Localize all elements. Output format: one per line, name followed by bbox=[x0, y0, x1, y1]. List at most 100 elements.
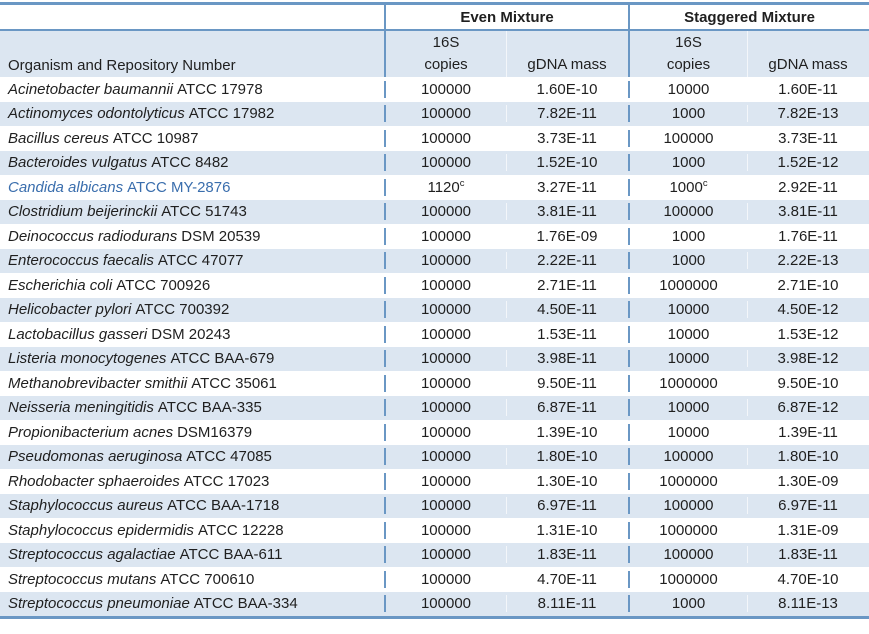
even-gdna-mass-value: 1.60E-10 bbox=[536, 80, 598, 98]
even-gdna-mass-value: 7.82E-11 bbox=[537, 105, 597, 123]
even-gdna-mass-cell: 2.71E-11 bbox=[506, 277, 628, 294]
table-row: Helicobacter pylori ATCC 700392 100000 4.… bbox=[0, 297, 869, 322]
even-gdna-mass-value: 9.50E-11 bbox=[537, 374, 597, 392]
staggered-gdna-mass-cell: 1.80E-10 bbox=[747, 448, 869, 465]
even-16s-copies-cell: 100000 bbox=[384, 546, 506, 564]
table-row: Enterococcus faecalis ATCC 47077 100000 2… bbox=[0, 248, 869, 273]
organism-name: Methanobrevibacter smithii bbox=[8, 374, 188, 392]
even-gdna-mass-value: 3.81E-11 bbox=[537, 203, 597, 221]
staggered-16s-copies-cell: 1000000 bbox=[628, 472, 747, 490]
table-row: Candida albicans ATCC MY-2876 1120c 3.27E… bbox=[0, 175, 869, 200]
even-gdna-mass-cell: 1.76E-09 bbox=[506, 228, 628, 245]
staggered-16s-copies-cell: 1000 bbox=[628, 105, 747, 123]
even-16s-copies-value: 100000 bbox=[420, 325, 472, 343]
organism-cell: Helicobacter pylori ATCC 700392 bbox=[0, 301, 384, 318]
staggered-16s-copies-cell: 1000 bbox=[628, 595, 747, 613]
repository-number: ATCC BAA-1718 bbox=[167, 497, 280, 515]
even-16s-copies-cell: 100000 bbox=[384, 276, 506, 294]
even-16s-copies-cell: 100000 bbox=[384, 301, 506, 319]
even-16s-copies-value: 100000 bbox=[420, 521, 472, 539]
staggered-gdna-mass-value: 1.60E-11 bbox=[778, 80, 838, 98]
organism-column-header: Organism and Repository Number bbox=[8, 57, 236, 74]
organism-cell: Propionibacterium acnes DSM16379 bbox=[0, 424, 384, 441]
staggered-16s-copies-cell: 10000 bbox=[628, 325, 747, 343]
staggered-gdna-mass-cell: 8.11E-13 bbox=[747, 595, 869, 612]
even-gdna-mass-cell: 1.83E-11 bbox=[506, 546, 628, 563]
group-header-spacer bbox=[0, 5, 384, 29]
staggered-16s-copies-cell: 100000 bbox=[628, 546, 747, 564]
organism-name: Listeria monocytogenes bbox=[8, 350, 167, 368]
mixture-composition-table: Even Mixture Staggered Mixture Organism … bbox=[0, 2, 869, 619]
even-16s-copies-value: 100000 bbox=[420, 227, 472, 245]
even-gdna-mass-cell: 3.81E-11 bbox=[506, 203, 628, 220]
even-gdna-mass-cell: 9.50E-11 bbox=[506, 375, 628, 392]
table-row: Bacillus cereus ATCC 10987 100000 3.73E-1… bbox=[0, 126, 869, 151]
staggered-16s-copies-cell: 100000 bbox=[628, 129, 747, 147]
staggered-16s-copies-cell: 10000 bbox=[628, 423, 747, 441]
repository-number: ATCC BAA-679 bbox=[170, 350, 275, 368]
even-16s-copies-cell: 100000 bbox=[384, 595, 506, 613]
staggered-gdna-mass-value: 1.52E-12 bbox=[777, 154, 839, 172]
staggered-16s-copies-cell: 10000 bbox=[628, 350, 747, 368]
staggered-gdna-mass-value: 3.81E-11 bbox=[778, 203, 838, 221]
even-gdna-mass-cell: 3.73E-11 bbox=[506, 130, 628, 147]
staggered-16s-copies-value: 100000 bbox=[663, 546, 714, 564]
repository-number: ATCC 51743 bbox=[161, 203, 247, 221]
even-gdna-mass-value: 3.98E-11 bbox=[537, 350, 597, 368]
repository-number: DSM16379 bbox=[177, 423, 253, 441]
organism-name: Acinetobacter baumannii bbox=[8, 80, 174, 98]
table-row: Streptococcus pneumoniae ATCC BAA-334 100… bbox=[0, 591, 869, 616]
organism-cell: Methanobrevibacter smithii ATCC 35061 bbox=[0, 375, 384, 392]
even-gdna-mass-cell: 6.97E-11 bbox=[506, 497, 628, 514]
organism-name: Deinococcus radiodurans bbox=[8, 227, 178, 245]
even-gdna-mass-label: gDNA mass bbox=[527, 56, 607, 73]
repository-number: DSM 20243 bbox=[151, 325, 231, 343]
even-gdna-mass-cell: 7.82E-11 bbox=[506, 105, 628, 122]
staggered-16s-copies-value: 100000 bbox=[663, 448, 714, 466]
repository-number: ATCC 47085 bbox=[186, 448, 272, 466]
even-gdna-mass-value: 3.73E-11 bbox=[537, 129, 597, 147]
staggered-gdna-mass-cell: 3.98E-12 bbox=[747, 350, 869, 367]
staggered-16s-copies-value: 10000 bbox=[667, 301, 710, 319]
even-16s-copies-cell: 100000 bbox=[384, 325, 506, 343]
staggered-16s-copies-column-header: 16S copies bbox=[628, 31, 747, 77]
staggered-gdna-mass-cell: 4.70E-10 bbox=[747, 571, 869, 588]
repository-number: ATCC 47077 bbox=[157, 252, 244, 270]
organism-name: Propionibacterium acnes bbox=[8, 423, 174, 441]
even-16s-copies-column-header: 16S copies bbox=[384, 31, 506, 77]
staggered-gdna-mass-value: 7.82E-13 bbox=[777, 105, 839, 123]
staggered-16s-copies-cell: 100000 bbox=[628, 203, 747, 221]
even-gdna-mass-value: 1.30E-10 bbox=[536, 472, 598, 490]
organism-cell: Bacillus cereus ATCC 10987 bbox=[0, 130, 384, 147]
organism-name: Rhodobacter sphaeroides bbox=[8, 472, 180, 490]
organism-cell: Lactobacillus gasseri DSM 20243 bbox=[0, 326, 384, 343]
repository-number: ATCC 700610 bbox=[160, 570, 255, 588]
staggered-gdna-mass-cell: 1.53E-12 bbox=[747, 326, 869, 343]
staggered-16s-copies-value: 1000000 bbox=[659, 472, 718, 490]
staggered-copies-label: copies bbox=[666, 56, 711, 73]
staggered-16s-copies-value: 100000 bbox=[663, 203, 714, 221]
even-16s-copies-value: 100000 bbox=[420, 546, 472, 564]
column-header-row: Organism and Repository Number 16S copie… bbox=[0, 31, 869, 77]
footnote-superscript: c bbox=[459, 177, 465, 189]
staggered-mixture-group-header: Staggered Mixture bbox=[628, 5, 869, 29]
staggered-16s-copies-value: 10000 bbox=[667, 423, 710, 441]
organism-name: Streptococcus mutans bbox=[8, 570, 157, 588]
staggered-16s-copies-value: 1000 bbox=[671, 595, 706, 613]
organism-name: Escherichia coli bbox=[8, 276, 113, 294]
repository-number: ATCC BAA-334 bbox=[193, 595, 298, 613]
organism-cell: Streptococcus mutans ATCC 700610 bbox=[0, 571, 384, 588]
staggered-gdna-mass-cell: 6.97E-11 bbox=[747, 497, 869, 514]
organism-cell: Pseudomonas aeruginosa ATCC 47085 bbox=[0, 448, 384, 465]
even-16s-copies-cell: 100000 bbox=[384, 448, 506, 466]
table-row: Pseudomonas aeruginosa ATCC 47085 100000 … bbox=[0, 444, 869, 469]
staggered-16s-copies-cell: 10000 bbox=[628, 399, 747, 417]
staggered-16s-copies-value: 1000 bbox=[671, 227, 706, 245]
table-row: Lactobacillus gasseri DSM 20243 100000 1.… bbox=[0, 322, 869, 347]
even-gdna-mass-cell: 4.70E-11 bbox=[506, 571, 628, 588]
even-gdna-mass-cell: 6.87E-11 bbox=[506, 399, 628, 416]
staggered-gdna-mass-value: 4.50E-12 bbox=[777, 301, 839, 319]
staggered-gdna-mass-cell: 4.50E-12 bbox=[747, 301, 869, 318]
organism-cell: Actinomyces odontolyticus ATCC 17982 bbox=[0, 105, 384, 122]
even-gdna-mass-value: 1.52E-10 bbox=[536, 154, 598, 172]
